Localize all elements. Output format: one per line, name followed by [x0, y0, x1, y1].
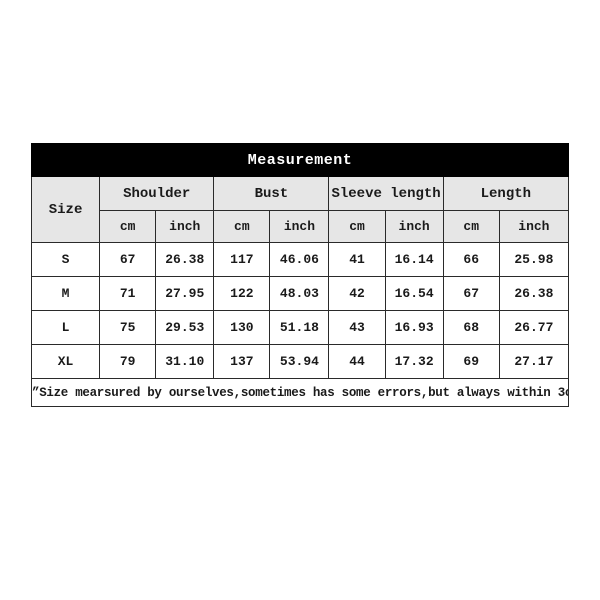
value-cell: 16.54 [384, 276, 444, 311]
unit-header-length-inch: inch [498, 210, 570, 243]
column-group-header-row: Size Shoulder Bust Sleeve length Length [30, 176, 570, 243]
group-header-sleeve-length: Sleeve length [328, 176, 444, 211]
value-cell: 66 [442, 242, 500, 277]
group-header-bust: Bust [213, 176, 330, 211]
unit-header-sleeve-cm: cm [328, 210, 386, 243]
value-cell: 53.94 [269, 344, 330, 379]
value-cell: 130 [213, 310, 271, 345]
value-cell: 27.17 [498, 344, 570, 379]
value-cell: 79 [99, 344, 157, 379]
group-header-shoulder: Shoulder [99, 176, 215, 211]
value-cell: 75 [99, 310, 157, 345]
value-cell: 44 [328, 344, 386, 379]
value-cell: 71 [99, 276, 157, 311]
table-title: Measurement [31, 143, 569, 177]
note-row: ”Size mearsured by ourselves,sometimes h… [31, 378, 569, 407]
value-cell: 43 [328, 310, 386, 345]
unit-header-shoulder-cm: cm [99, 210, 157, 243]
value-cell: 41 [328, 242, 386, 277]
value-cell: 31.10 [155, 344, 215, 379]
size-cell: M [30, 276, 101, 311]
value-cell: 51.18 [269, 310, 330, 345]
size-cell: S [30, 242, 101, 277]
value-cell: 17.32 [384, 344, 444, 379]
value-cell: 27.95 [155, 276, 215, 311]
unit-header-row: cm inch cm inch cm inch cm inch [32, 210, 570, 243]
value-cell: 26.77 [498, 310, 570, 345]
value-cell: 69 [442, 344, 500, 379]
group-header-length: Length [442, 176, 570, 211]
value-cell: 68 [442, 310, 500, 345]
value-cell: 122 [213, 276, 271, 311]
size-column-header: Size [30, 176, 101, 243]
value-cell: 42 [328, 276, 386, 311]
value-cell: 16.93 [384, 310, 444, 345]
value-cell: 67 [99, 242, 157, 277]
table-row-size-m: M 71 27.95 122 48.03 42 16.54 67 26.38 [30, 276, 570, 311]
value-cell: 46.06 [269, 242, 330, 277]
unit-header-bust-inch: inch [269, 210, 330, 243]
size-cell: XL [30, 344, 101, 379]
table-row-size-s: S 67 26.38 117 46.06 41 16.14 66 25.98 [30, 242, 570, 277]
value-cell: 16.14 [384, 242, 444, 277]
table-row-size-l: L 75 29.53 130 51.18 43 16.93 68 26.77 [30, 310, 570, 345]
value-cell: 117 [213, 242, 271, 277]
size-cell: L [30, 310, 101, 345]
table-row-size-xl: XL 79 31.10 137 53.94 44 17.32 69 27.17 [30, 344, 570, 379]
value-cell: 48.03 [269, 276, 330, 311]
value-cell: 137 [213, 344, 271, 379]
title-row: Measurement [31, 143, 569, 177]
value-cell: 29.53 [155, 310, 215, 345]
size-measurement-table: Measurement Size Shoulder Bust Sleeve le… [30, 143, 570, 407]
value-cell: 26.38 [155, 242, 215, 277]
unit-header-shoulder-inch: inch [155, 210, 215, 243]
measurement-disclaimer-note: ”Size mearsured by ourselves,sometimes h… [31, 378, 569, 407]
unit-header-sleeve-inch: inch [384, 210, 444, 243]
unit-header-length-cm: cm [442, 210, 500, 243]
value-cell: 25.98 [498, 242, 570, 277]
value-cell: 67 [442, 276, 500, 311]
unit-header-bust-cm: cm [213, 210, 271, 243]
value-cell: 26.38 [498, 276, 570, 311]
